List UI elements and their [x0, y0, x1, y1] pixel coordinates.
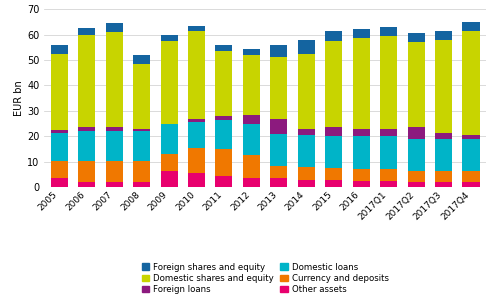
- Bar: [353, 169, 370, 181]
- Bar: [408, 42, 425, 127]
- Bar: [188, 122, 205, 148]
- Bar: [133, 160, 150, 182]
- Bar: [243, 115, 260, 124]
- Bar: [243, 178, 260, 187]
- Bar: [325, 31, 342, 41]
- Bar: [325, 127, 342, 136]
- Bar: [408, 139, 425, 171]
- Bar: [298, 129, 315, 135]
- Bar: [435, 31, 452, 40]
- Bar: [380, 129, 397, 136]
- Bar: [78, 131, 95, 161]
- Bar: [435, 40, 452, 133]
- Bar: [188, 118, 205, 122]
- Bar: [325, 41, 342, 127]
- Bar: [216, 116, 232, 120]
- Bar: [78, 34, 95, 127]
- Bar: [271, 118, 287, 134]
- Bar: [463, 22, 480, 31]
- Bar: [271, 57, 287, 118]
- Bar: [408, 182, 425, 187]
- Bar: [353, 38, 370, 129]
- Bar: [133, 182, 150, 187]
- Bar: [161, 41, 178, 124]
- Bar: [216, 120, 232, 149]
- Bar: [78, 127, 95, 131]
- Bar: [353, 181, 370, 187]
- Bar: [78, 28, 95, 34]
- Bar: [243, 124, 260, 156]
- Bar: [380, 181, 397, 187]
- Bar: [380, 27, 397, 36]
- Bar: [298, 167, 315, 180]
- Bar: [161, 124, 178, 154]
- Bar: [133, 129, 150, 131]
- Bar: [353, 129, 370, 136]
- Bar: [298, 135, 315, 167]
- Bar: [133, 64, 150, 129]
- Legend: Foreign shares and equity, Domestic shares and equity, Foreign loans, Domestic l: Foreign shares and equity, Domestic shar…: [138, 259, 392, 297]
- Bar: [216, 45, 232, 51]
- Bar: [51, 133, 68, 161]
- Bar: [243, 156, 260, 178]
- Bar: [380, 169, 397, 181]
- Bar: [188, 173, 205, 187]
- Bar: [106, 23, 123, 32]
- Bar: [133, 131, 150, 161]
- Bar: [408, 33, 425, 42]
- Bar: [243, 49, 260, 55]
- Bar: [325, 180, 342, 187]
- Bar: [106, 182, 123, 187]
- Bar: [435, 139, 452, 171]
- Bar: [161, 171, 178, 187]
- Bar: [51, 54, 68, 130]
- Bar: [78, 182, 95, 187]
- Bar: [463, 31, 480, 135]
- Bar: [271, 178, 287, 187]
- Bar: [271, 134, 287, 165]
- Bar: [298, 180, 315, 187]
- Bar: [325, 136, 342, 168]
- Bar: [435, 182, 452, 187]
- Bar: [51, 178, 68, 187]
- Bar: [298, 40, 315, 54]
- Bar: [106, 32, 123, 127]
- Y-axis label: EUR bn: EUR bn: [14, 80, 24, 116]
- Bar: [435, 171, 452, 182]
- Bar: [51, 130, 68, 133]
- Bar: [435, 133, 452, 139]
- Bar: [408, 127, 425, 139]
- Bar: [463, 182, 480, 187]
- Bar: [188, 31, 205, 118]
- Bar: [216, 149, 232, 176]
- Bar: [243, 55, 260, 115]
- Bar: [216, 51, 232, 116]
- Bar: [298, 54, 315, 129]
- Bar: [353, 29, 370, 38]
- Bar: [353, 136, 370, 169]
- Bar: [380, 136, 397, 169]
- Bar: [161, 154, 178, 171]
- Bar: [133, 55, 150, 64]
- Bar: [106, 160, 123, 182]
- Bar: [106, 127, 123, 131]
- Bar: [271, 45, 287, 57]
- Bar: [51, 160, 68, 178]
- Bar: [463, 139, 480, 171]
- Bar: [188, 148, 205, 173]
- Bar: [188, 26, 205, 31]
- Bar: [325, 168, 342, 180]
- Bar: [216, 176, 232, 187]
- Bar: [271, 165, 287, 178]
- Bar: [161, 34, 178, 41]
- Bar: [106, 131, 123, 161]
- Bar: [380, 36, 397, 129]
- Bar: [463, 171, 480, 182]
- Bar: [51, 45, 68, 54]
- Bar: [78, 160, 95, 182]
- Bar: [463, 135, 480, 139]
- Bar: [408, 171, 425, 182]
